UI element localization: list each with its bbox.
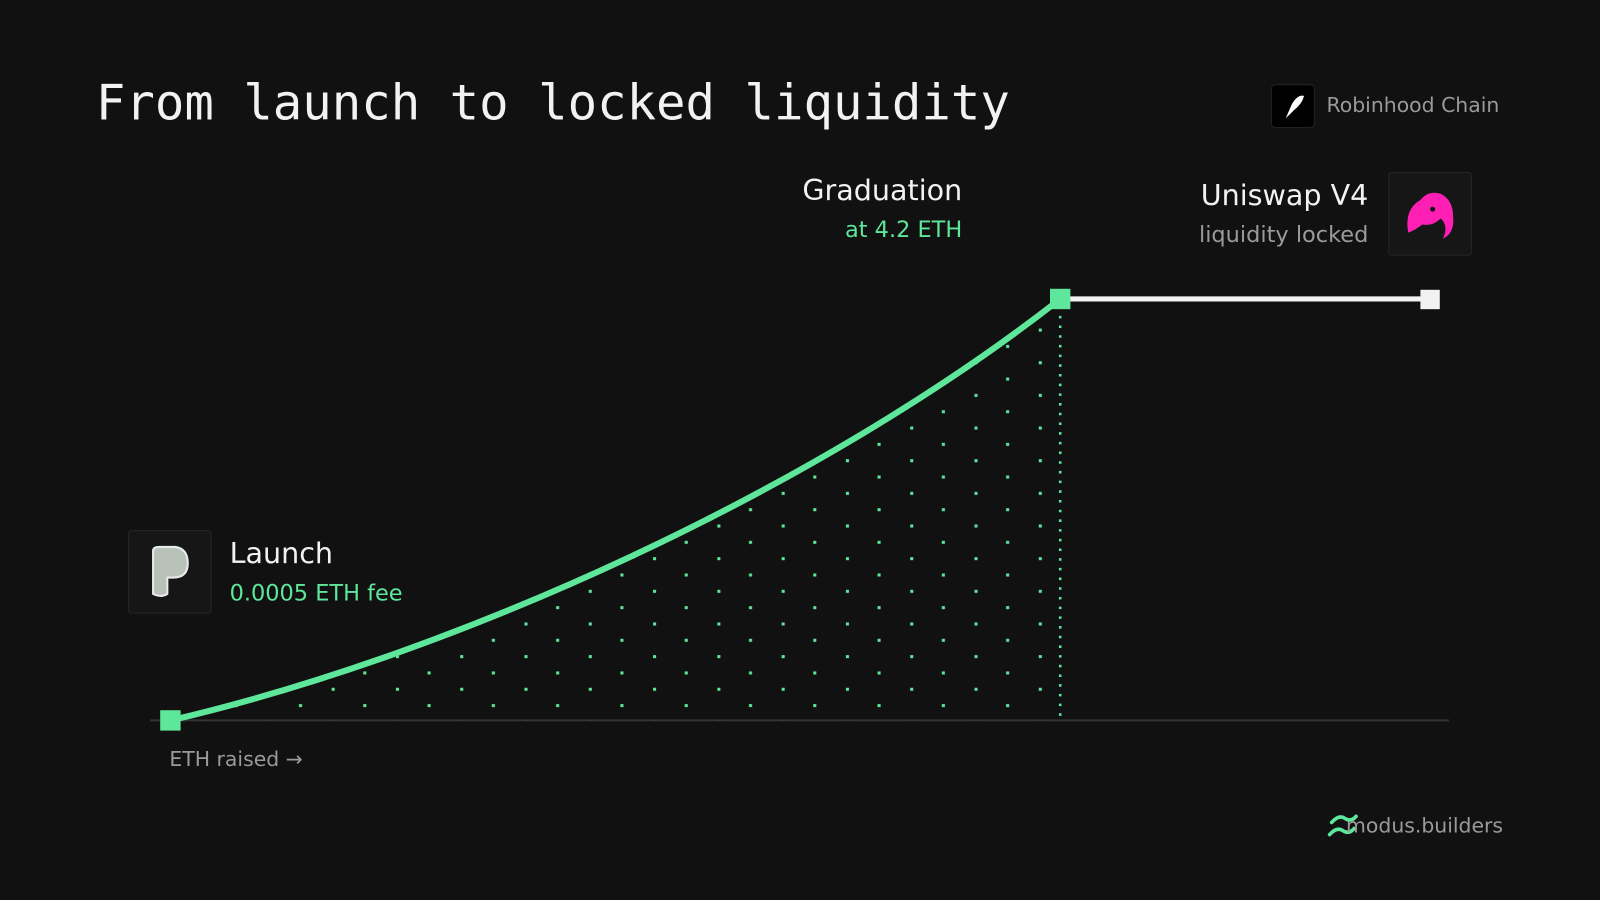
uniswap-icon	[1388, 171, 1472, 256]
brand-badge	[1270, 84, 1315, 129]
launch-icon	[128, 530, 212, 614]
area-dots	[170, 298, 1061, 721]
uniswap-label: Uniswap V4	[1201, 178, 1369, 212]
launch-point	[160, 710, 181, 731]
launch-label: Launch	[230, 536, 333, 570]
brand-name: Robinhood Chain	[1327, 93, 1500, 117]
graduation-label: Graduation	[802, 173, 962, 207]
footer-site: modus.builders	[1346, 814, 1503, 838]
bonding-curve	[169, 296, 1063, 724]
axis-label: ETH raised →	[169, 747, 302, 771]
uniswap-point	[1420, 289, 1440, 310]
launch-detail: 0.0005 ETH fee	[230, 580, 403, 606]
title: From launch to locked liquidity	[96, 75, 1010, 132]
graduation-detail: at 4.2 ETH	[845, 217, 962, 243]
graduation-point	[1050, 288, 1071, 310]
footer-icon	[1327, 814, 1358, 837]
uniswap-detail: liquidity locked	[1199, 222, 1368, 248]
